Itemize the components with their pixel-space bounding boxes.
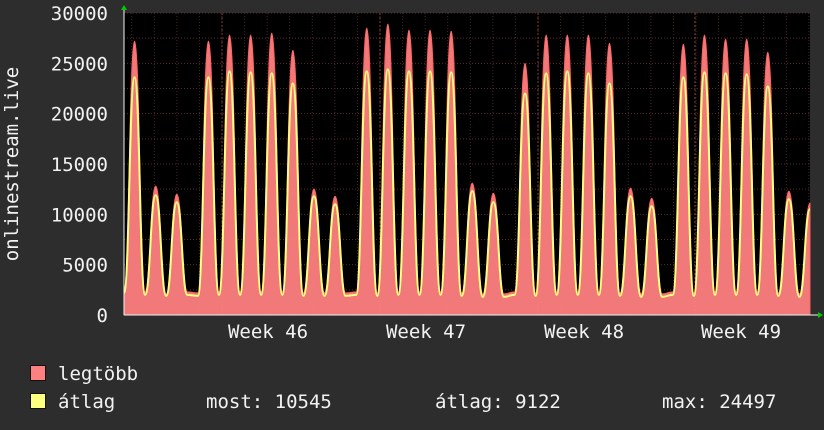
y-tick-labels: 0 5000 10000 15000 20000 25000 30000 bbox=[51, 3, 108, 327]
stat-average: átlag: 9122 bbox=[435, 391, 561, 413]
y-axis-arrow-icon bbox=[121, 5, 127, 10]
legend-swatch-max bbox=[30, 365, 46, 381]
stat-average-value: 9122 bbox=[515, 391, 561, 413]
legend-label-avg: átlag bbox=[58, 391, 116, 413]
stat-max-value: 24497 bbox=[719, 391, 777, 413]
legend-label-max: legtöbb bbox=[58, 363, 139, 385]
y-tick-label: 25000 bbox=[51, 53, 108, 75]
legend-swatch-avg bbox=[30, 393, 46, 409]
x-tick-label-week: Week 49 bbox=[701, 321, 781, 343]
y-tick-label: 10000 bbox=[51, 204, 108, 226]
stat-average-label: átlag: bbox=[435, 391, 504, 413]
y-tick-label: 0 bbox=[97, 305, 108, 327]
stat-current-label: most: bbox=[206, 391, 264, 413]
y-tick-label: 5000 bbox=[62, 255, 108, 277]
x-tick-label-week: Week 48 bbox=[544, 321, 624, 343]
legend-item-max: legtöbb bbox=[30, 363, 138, 385]
y-tick-label: 20000 bbox=[51, 104, 108, 126]
stat-max: max: 24497 bbox=[662, 391, 776, 413]
series-areas bbox=[123, 23, 811, 316]
legend-item-avg: átlag bbox=[30, 391, 115, 413]
y-axis-label: onlinestream.live bbox=[1, 67, 23, 261]
stat-max-label: max: bbox=[662, 391, 708, 413]
x-tick-label-week: Week 47 bbox=[386, 321, 466, 343]
x-tick-label-week: Week 46 bbox=[228, 321, 308, 343]
stat-current: most: 10545 bbox=[206, 391, 332, 413]
x-axis-arrow-icon bbox=[818, 312, 823, 318]
axes bbox=[121, 5, 823, 318]
stat-current-value: 10545 bbox=[274, 391, 332, 413]
y-tick-label: 15000 bbox=[51, 154, 108, 176]
y-tick-label: 30000 bbox=[51, 3, 108, 25]
x-tick-labels: Week 46 Week 47 Week 48 Week 49 bbox=[228, 321, 781, 343]
series-line-avg bbox=[123, 68, 811, 298]
